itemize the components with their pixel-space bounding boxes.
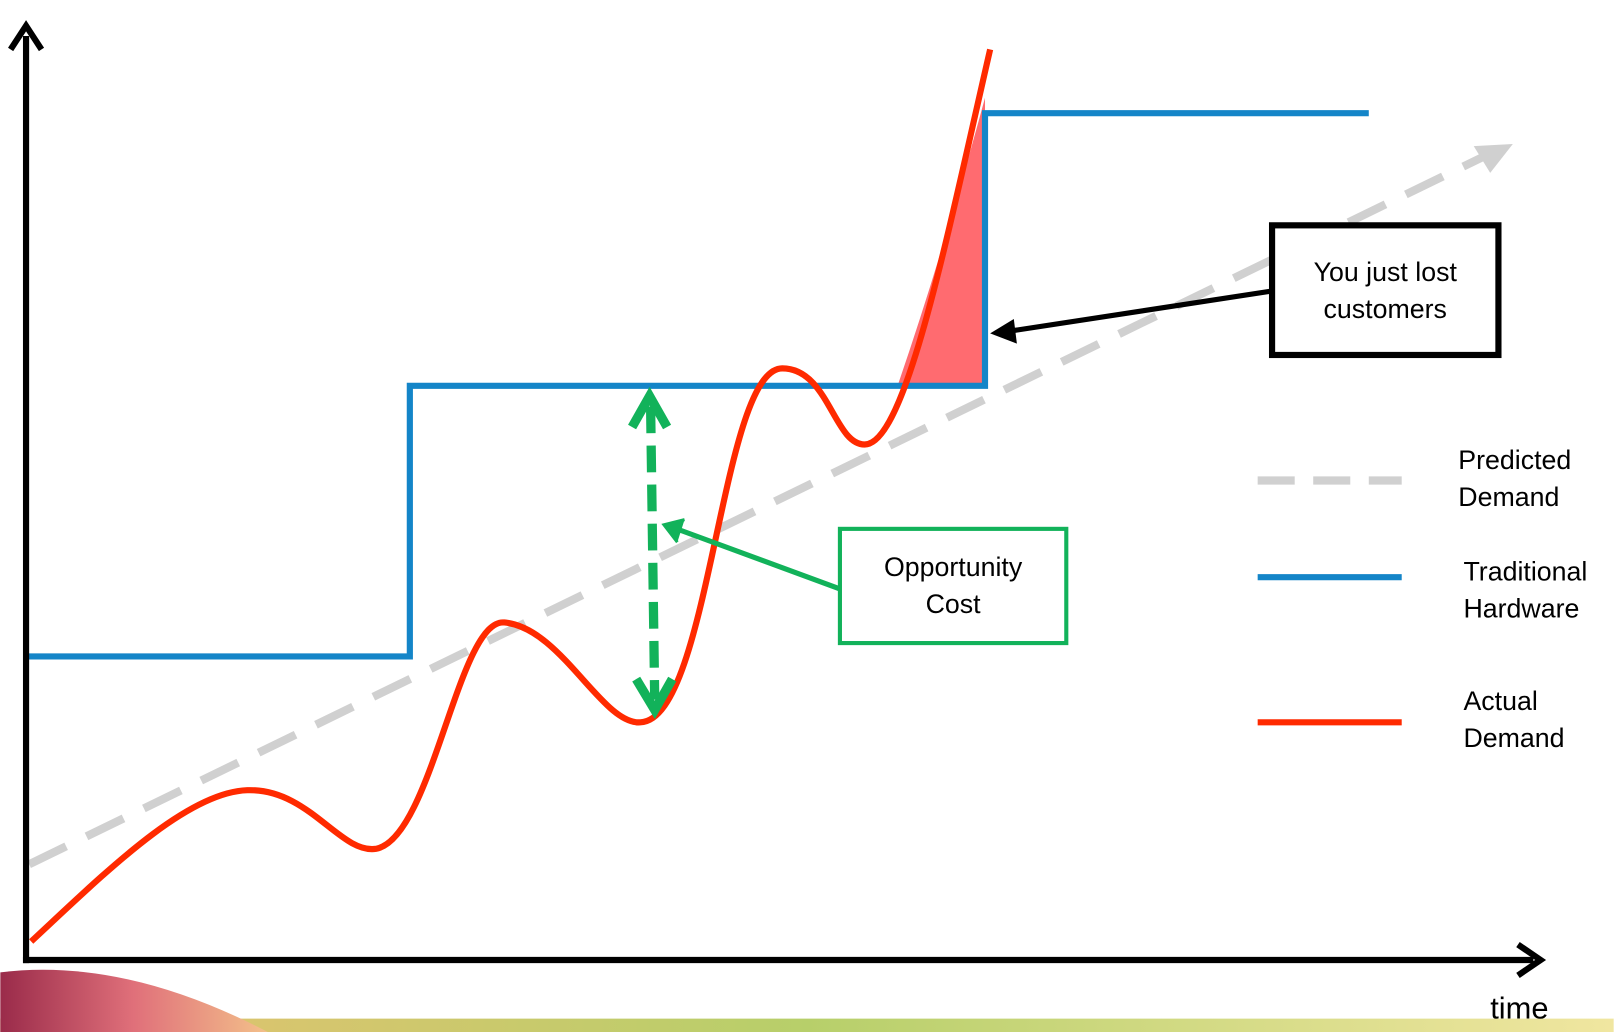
annotation-text: You just lost	[1314, 257, 1458, 287]
legend-label: Demand	[1458, 482, 1559, 512]
y-axis-arrowhead	[8, 20, 45, 52]
legend-label: Predicted	[1458, 445, 1571, 475]
opportunity-gap	[645, 406, 660, 700]
legend-label: Traditional	[1463, 556, 1587, 586]
legend-label: Demand	[1463, 723, 1564, 753]
gap-arrowhead	[628, 386, 672, 430]
legend-label: Hardware	[1463, 593, 1579, 623]
annotation-box	[837, 526, 1069, 646]
pointer-arrowhead	[661, 518, 685, 544]
annotation-text: Opportunity	[884, 552, 1023, 582]
annotation-box	[1268, 222, 1502, 359]
pointer-arrow	[1008, 288, 1272, 334]
pointer-arrow	[678, 527, 840, 591]
x-axis-label: time	[1490, 991, 1548, 1026]
lost-area	[897, 97, 986, 386]
annotation-text: Cost	[926, 589, 982, 619]
x-axis-arrowhead	[1516, 941, 1547, 978]
pointer-arrowhead	[990, 318, 1017, 344]
predicted-demand	[27, 153, 1484, 868]
legend-label: Actual	[1463, 686, 1537, 716]
gap-arrowhead	[632, 676, 677, 720]
footer-band	[0, 1018, 1614, 1032]
feather	[0, 969, 268, 1032]
predicted-arrowhead	[1473, 144, 1513, 173]
annotation-text: customers	[1324, 294, 1447, 324]
traditional-hardware	[26, 110, 1369, 660]
actual-demand	[29, 48, 994, 944]
